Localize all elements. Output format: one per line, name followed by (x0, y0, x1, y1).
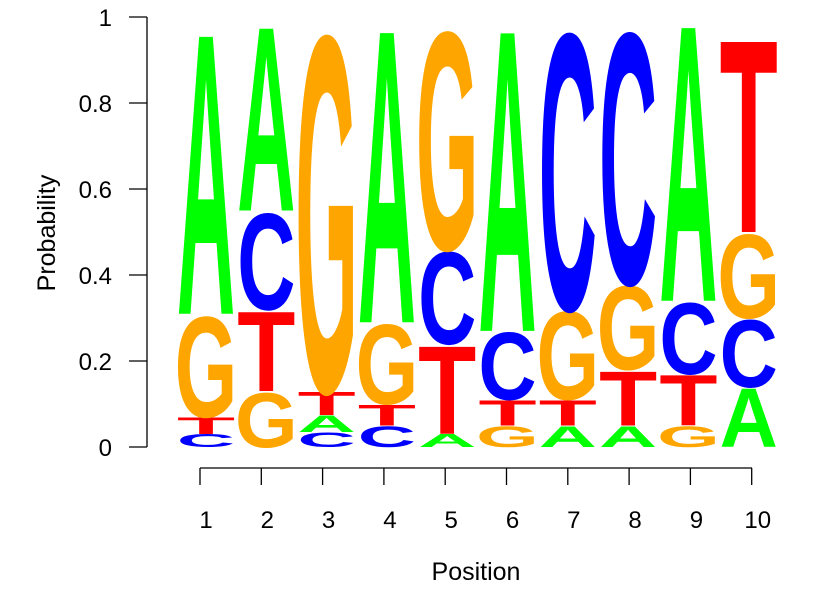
logo-letter-T: T (599, 355, 657, 442)
logo-letter-C: C (418, 225, 476, 372)
logo-letter-C: C (177, 431, 235, 451)
x-axis-title: Position (432, 558, 521, 586)
logo-letter-T: T (659, 361, 717, 441)
y-axis-title: Probability (33, 174, 61, 291)
x-tick-label: 4 (383, 507, 396, 534)
logo-letter-G: G (235, 376, 298, 464)
x-tick-label: 9 (690, 507, 703, 534)
logo-letter-A: A (599, 420, 657, 454)
y-tick-label: 0 (99, 435, 112, 462)
logo-letter-T: T (358, 398, 416, 432)
logo-letter-C: C (659, 283, 717, 396)
logo-letter-A: A (720, 371, 778, 465)
x-tick-label: 10 (744, 507, 771, 534)
logo-letter-C: C (599, 0, 657, 361)
logo-letter-A: A (418, 431, 476, 451)
logo-letter-T: T (418, 320, 476, 461)
x-axis: 1 2 3 4 5 6 7 8 9 10 Position (199, 467, 771, 586)
x-tick-label: 1 (199, 507, 212, 534)
logo-letter-G: G (536, 286, 599, 427)
logo-letter-G: G (717, 209, 780, 344)
logo-letter-T: T (298, 386, 356, 423)
y-tick-label: 0.2 (79, 349, 112, 376)
x-tick-label: 3 (322, 507, 335, 534)
logo-letter-G: G (416, 0, 479, 316)
x-tick-label: 8 (628, 507, 641, 534)
y-axis: 0 0.2 0.4 0.6 0.8 1 Probability (33, 5, 148, 462)
logo-letter-T: T (539, 393, 597, 433)
x-tick-label: 2 (261, 507, 274, 534)
y-tick-label: 0.4 (79, 263, 112, 290)
logo-letter-A: A (358, 0, 416, 413)
y-tick-label: 0.6 (79, 177, 112, 204)
logo-letter-G: G (175, 286, 238, 448)
logo-letter-C: C (298, 428, 356, 451)
logo-letter-A: A (539, 420, 597, 454)
logo-letter-C: C (539, 0, 597, 394)
x-tick-label: 6 (506, 507, 519, 534)
logo-letter-C: C (237, 185, 295, 339)
y-tick-label: 1 (99, 5, 112, 32)
logo-letter-A: A (659, 0, 717, 385)
logo-letter-A: A (237, 0, 295, 267)
logo-letter-C: C (478, 313, 536, 420)
logo-letter-C: C (720, 300, 778, 407)
logo-letter-A: A (478, 0, 536, 423)
x-tick-label: 5 (445, 507, 458, 534)
logo-letter-A: A (177, 0, 235, 400)
logo-letter-G: G (476, 420, 539, 454)
logo-letter-C: C (358, 420, 416, 454)
logo-letter-T: T (237, 289, 295, 416)
logo-letter-G: G (597, 260, 660, 395)
logo-letter-T: T (177, 412, 235, 439)
logo-letter-G: G (295, 0, 358, 500)
x-tick-label: 7 (567, 507, 580, 534)
logo-letter-T: T (720, 0, 778, 291)
logo-letter-A: A (298, 410, 356, 437)
y-tick-label: 0.8 (79, 91, 112, 118)
logo-letter-G: G (657, 420, 720, 454)
logo-letter-T: T (478, 393, 536, 433)
logo-letter-G: G (356, 301, 419, 428)
